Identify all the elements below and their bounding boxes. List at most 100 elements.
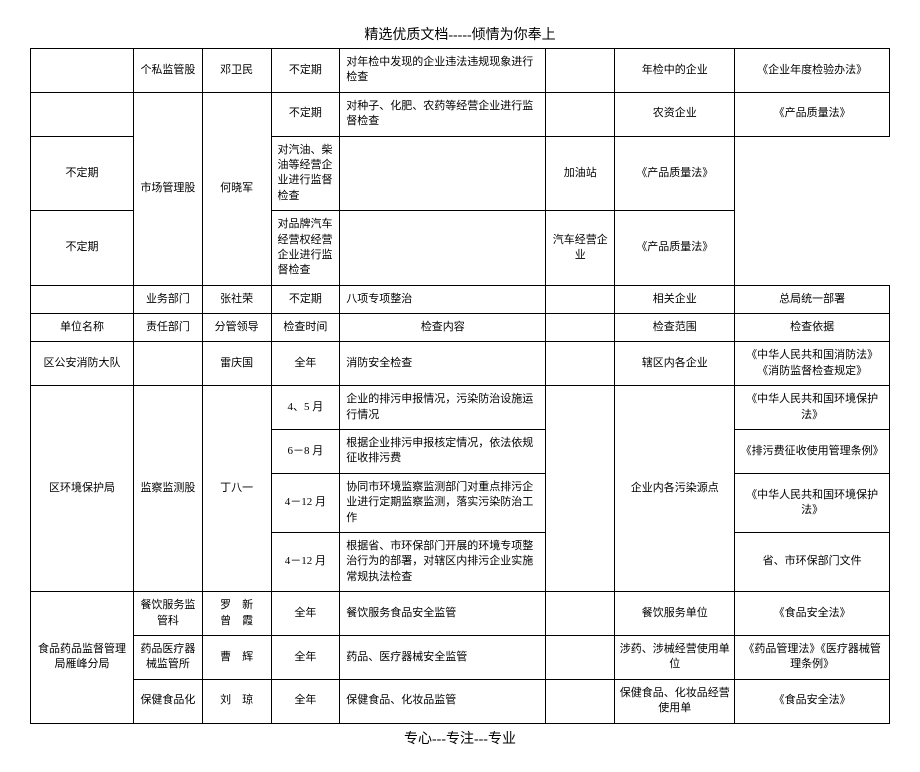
content-cell: 企业的排污申报情况，污染防治设施运行情况 [340, 386, 546, 430]
content-cell: 协同市环境监察监测部门对重点排污企业进行定期监察监测，落实污染防治工作 [340, 473, 546, 532]
content-cell: 对种子、化肥、农药等经营企业进行监督检查 [340, 92, 546, 136]
time-cell: 全年 [271, 342, 340, 386]
basis-cell: 《排污费征收使用管理条例》 [735, 430, 890, 474]
scope-cell: 企业内各污染源点 [615, 386, 735, 592]
table-row: 个私监管股邓卫民不定期对年检中发现的企业违法违规现象进行检查 年检中的企业《企业年… [31, 49, 890, 93]
scope-cell: 年检中的企业 [615, 49, 735, 93]
leader-cell: 刘 琼 [202, 679, 271, 723]
content-cell: 药品、医疗器械安全监管 [340, 635, 546, 679]
dept-cell: 药品医疗器械监管所 [134, 635, 203, 679]
dept-cell: 市场管理股 [134, 92, 203, 285]
basis-cell: 《食品安全法》 [735, 679, 890, 723]
content-cell: 餐饮服务食品安全监管 [340, 592, 546, 636]
dept-cell: 业务部门 [134, 285, 203, 313]
scope-cell: 涉药、涉械经营使用单位 [615, 635, 735, 679]
scope-cell: 辖区内各企业 [615, 342, 735, 386]
time-cell: 检查时间 [271, 314, 340, 342]
content-cell: 对年检中发现的企业违法违规现象进行检查 [340, 49, 546, 93]
time-cell: 4－12 月 [271, 473, 340, 532]
content-cell: 八项专项整治 [340, 285, 546, 313]
unit-cell: 食品药品监督管理局雁峰分局 [31, 592, 134, 723]
content-cell: 根据省、市环保部门开展的环境专项整治行为的部署，对辖区内排污企业实施常规执法检查 [340, 532, 546, 591]
content-cell: 保健食品、化妆品监管 [340, 679, 546, 723]
blank-cell [546, 679, 615, 723]
unit-cell: 区环境保护局 [31, 386, 134, 592]
content-cell: 检查内容 [340, 314, 546, 342]
scope-cell: 加油站 [546, 136, 615, 211]
unit-cell [31, 49, 134, 93]
blank-cell [340, 211, 546, 286]
content-cell: 消防安全检查 [340, 342, 546, 386]
leader-cell: 张社荣 [202, 285, 271, 313]
table-row: 单位名称责任部门分管领导检查时间检查内容 检查范围检查依据 [31, 314, 890, 342]
scope-cell: 检查范围 [615, 314, 735, 342]
basis-cell: 《中华人民共和国环境保护法》 [735, 386, 890, 430]
basis-cell: 检查依据 [735, 314, 890, 342]
time-cell: 不定期 [31, 211, 134, 286]
table-row: 市场管理股何晓军不定期对种子、化肥、农药等经营企业进行监督检查农资企业《产品质量… [31, 92, 890, 136]
scope-cell: 餐饮服务单位 [615, 592, 735, 636]
unit-cell: 单位名称 [31, 314, 134, 342]
blank-cell [546, 342, 615, 386]
dept-cell [134, 342, 203, 386]
time-cell: 不定期 [271, 285, 340, 313]
blank-cell [546, 592, 615, 636]
unit-cell [31, 92, 134, 136]
time-cell: 全年 [271, 635, 340, 679]
blank-cell [546, 635, 615, 679]
leader-cell: 分管领导 [202, 314, 271, 342]
basis-cell: 《企业年度检验办法》 [735, 49, 890, 93]
table-row: 区公安消防大队 雷庆国全年消防安全检查 辖区内各企业《中华人民共和国消防法》《消防监… [31, 342, 890, 386]
basis-cell: 省、市环保部门文件 [735, 532, 890, 591]
scope-cell: 汽车经营企业 [546, 211, 615, 286]
time-cell: 不定期 [271, 92, 340, 136]
basis-cell: 《中华人民共和国消防法》《消防监督检查规定》 [735, 342, 890, 386]
basis-cell: 《中华人民共和国环境保护法》 [735, 473, 890, 532]
blank-cell [546, 314, 615, 342]
inspection-table: 个私监管股邓卫民不定期对年检中发现的企业违法违规现象进行检查年检中的企业《企业年… [30, 48, 890, 724]
content-cell: 对汽油、柴油等经营企业进行监督检查 [271, 136, 340, 211]
scope-cell: 相关企业 [615, 285, 735, 313]
blank-cell [546, 49, 615, 93]
leader-cell: 罗 新曾 霞 [202, 592, 271, 636]
scope-cell: 农资企业 [615, 92, 735, 136]
time-cell: 不定期 [271, 49, 340, 93]
leader-cell: 何晓军 [202, 92, 271, 285]
blank-cell [546, 285, 615, 313]
time-cell: 不定期 [31, 136, 134, 211]
table-row: 业务部门张社荣不定期八项专项整治 相关企业总局统一部署 [31, 285, 890, 313]
basis-cell: 总局统一部署 [735, 285, 890, 313]
content-cell: 对品牌汽车经营权经营企业进行监督检查 [271, 211, 340, 286]
time-cell: 全年 [271, 592, 340, 636]
table-row: 药品医疗器械监管所曹 辉全年药品、医疗器械安全监管 涉药、涉械经营使用单位《药品管… [31, 635, 890, 679]
basis-cell: 《食品安全法》 [735, 592, 890, 636]
unit-cell [31, 285, 134, 313]
dept-cell: 保健食品化 [134, 679, 203, 723]
blank-cell [340, 136, 546, 211]
basis-cell: 《产品质量法》 [735, 92, 890, 136]
leader-cell: 曹 辉 [202, 635, 271, 679]
page-header: 精选优质文档-----倾情为你奉上 [30, 24, 890, 44]
unit-cell: 区公安消防大队 [31, 342, 134, 386]
table-row: 食品药品监督管理局雁峰分局餐饮服务监管科罗 新曾 霞全年餐饮服务食品安全监管餐饮… [31, 592, 890, 636]
basis-cell: 《药品管理法》《医疗器械管理条例》 [735, 635, 890, 679]
page-footer: 专心---专注---专业 [30, 728, 890, 748]
table-row: 区环境保护局监察监测股丁八一4、5 月企业的排污申报情况，污染防治设施运行情况企… [31, 386, 890, 430]
content-cell: 根据企业排污申报核定情况，依法依规征收排污费 [340, 430, 546, 474]
leader-cell: 丁八一 [202, 386, 271, 592]
time-cell: 6－8 月 [271, 430, 340, 474]
blank-cell [546, 386, 615, 592]
time-cell: 4－12 月 [271, 532, 340, 591]
basis-cell: 《产品质量法》 [615, 211, 735, 286]
time-cell: 全年 [271, 679, 340, 723]
blank-cell [546, 92, 615, 136]
dept-cell: 监察监测股 [134, 386, 203, 592]
basis-cell: 《产品质量法》 [615, 136, 735, 211]
dept-cell: 个私监管股 [134, 49, 203, 93]
dept-cell: 责任部门 [134, 314, 203, 342]
leader-cell: 雷庆国 [202, 342, 271, 386]
time-cell: 4、5 月 [271, 386, 340, 430]
leader-cell: 邓卫民 [202, 49, 271, 93]
dept-cell: 餐饮服务监管科 [134, 592, 203, 636]
scope-cell: 保健食品、化妆品经营使用单 [615, 679, 735, 723]
